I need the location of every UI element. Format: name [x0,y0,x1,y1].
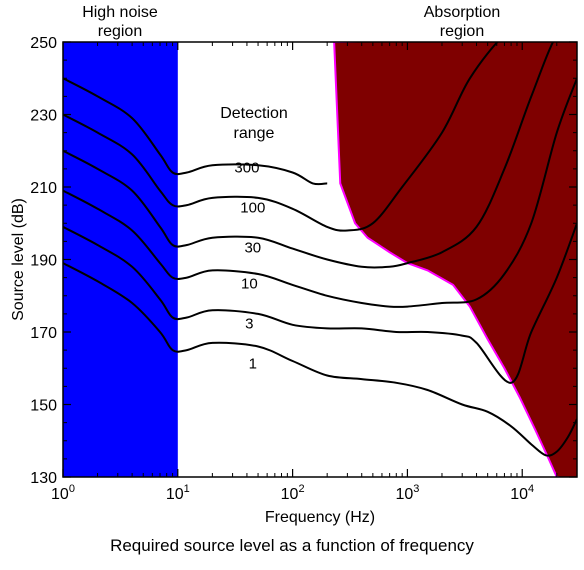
y-tick-label: 150 [30,398,57,415]
x-tick-label: 103 [395,483,419,503]
series-line-1 [63,262,577,457]
series-labels: 300 100 30 10 3 1 [234,160,265,373]
regions-layer [63,42,577,477]
series-label-300: 300 [234,160,259,177]
series-line-3 [63,222,577,384]
series-line-300 [63,77,328,186]
series-label-30: 30 [244,239,261,256]
detection-range-label: Detection [220,105,288,122]
y-tick-label: 190 [30,253,57,270]
series-line-30 [63,42,555,269]
y-axis-label: Source level (dB) [10,198,27,321]
y-tick-label: 210 [30,180,57,197]
x-axis-label: Frequency (Hz) [265,509,375,526]
series-label-100: 100 [240,199,265,216]
series-label-1: 1 [249,355,257,372]
figure-caption: Required source level as a function of f… [110,536,474,555]
y-tick-label: 250 [30,35,57,52]
x-tick-label: 100 [51,483,75,503]
y-tick-label: 130 [30,470,57,487]
y-tick-label: 170 [30,325,57,342]
series-label-3: 3 [245,315,253,332]
high-noise-region [63,42,178,477]
absorption-region-label-line2: region [440,23,484,40]
y-tick-label: 230 [30,108,57,125]
absorption-region [333,42,577,477]
high-noise-region-label-line2: region [98,23,142,40]
x-tick-label: 102 [281,483,305,503]
absorption-region-label: Absorption [424,4,501,21]
x-tick-label: 101 [166,483,190,503]
detection-range-label-line2: range [234,125,275,142]
x-axis: 100 101 102 103 104 [51,42,578,503]
series-line-10 [63,77,577,309]
series-line-100 [63,42,499,232]
series-label-10: 10 [241,276,258,293]
x-tick-label: 104 [510,483,534,503]
high-noise-region-label: High noise [82,4,158,21]
series-layer [63,42,577,457]
